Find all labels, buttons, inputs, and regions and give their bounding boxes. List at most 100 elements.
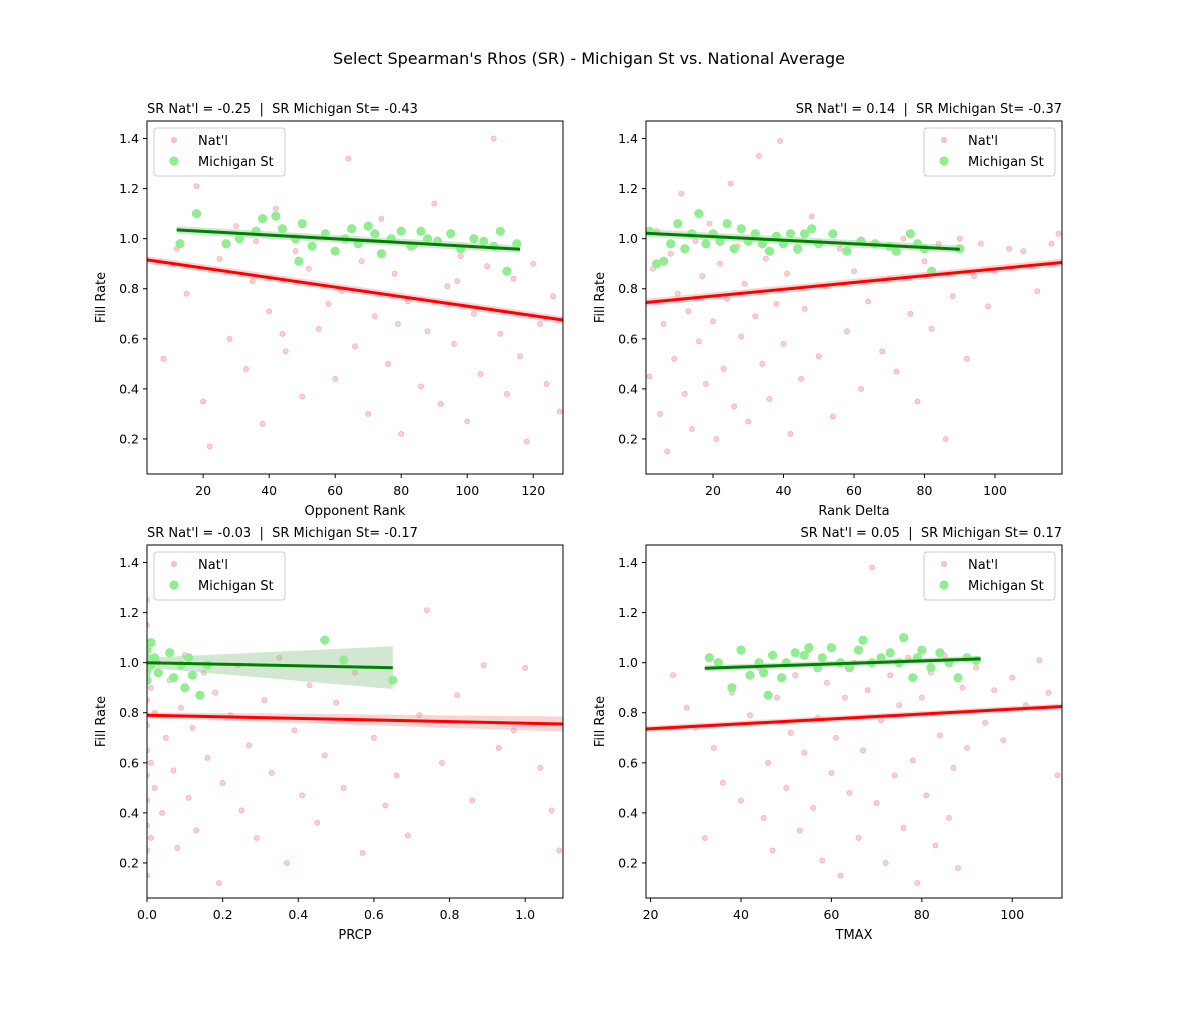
natl-point bbox=[457, 253, 464, 260]
natl-point bbox=[147, 747, 150, 754]
team-point bbox=[150, 653, 160, 663]
natl-point bbox=[741, 280, 748, 287]
natl-point bbox=[1000, 737, 1007, 744]
natl-point bbox=[276, 654, 283, 661]
natl-point bbox=[556, 408, 563, 415]
natl-point bbox=[891, 772, 898, 779]
natl-point bbox=[315, 325, 322, 332]
natl-point bbox=[189, 724, 196, 731]
natl-point bbox=[865, 298, 871, 305]
natl-point bbox=[731, 403, 737, 410]
legend-box bbox=[923, 551, 1056, 601]
team-point bbox=[502, 266, 512, 276]
natl-point bbox=[477, 370, 484, 377]
legend: Nat'l Michigan St bbox=[923, 127, 1056, 177]
x-axis-label: Opponent Rank bbox=[305, 504, 406, 519]
natl-point bbox=[548, 807, 555, 814]
natl-point bbox=[147, 772, 150, 779]
natl-point bbox=[523, 438, 530, 445]
natl-point bbox=[942, 436, 949, 442]
natl-point bbox=[490, 135, 497, 142]
natl-point bbox=[454, 278, 461, 285]
natl-point bbox=[292, 248, 299, 255]
natl-point bbox=[787, 729, 794, 736]
natl-point bbox=[272, 205, 279, 212]
natl-point bbox=[480, 662, 487, 669]
y-tick-label: 0.6 bbox=[618, 755, 638, 770]
natl-point bbox=[365, 410, 372, 417]
x-tick-label: 20 bbox=[195, 483, 211, 498]
axes-frame bbox=[146, 120, 564, 475]
natl-point bbox=[233, 223, 239, 229]
plot-area bbox=[646, 138, 1062, 455]
natl-point bbox=[193, 827, 200, 834]
y-tick-label: 0.8 bbox=[119, 281, 139, 296]
natl-point bbox=[266, 308, 273, 315]
natl-point bbox=[1045, 689, 1052, 696]
natl-point bbox=[431, 200, 438, 207]
natl-point bbox=[985, 303, 991, 310]
legend-natl-marker bbox=[941, 137, 947, 143]
natl-point bbox=[808, 213, 815, 219]
x-tick-label: 60 bbox=[823, 907, 839, 922]
team-point bbox=[680, 244, 690, 254]
natl-point bbox=[949, 293, 956, 300]
legend-natl-marker bbox=[171, 137, 177, 143]
subplot-grid: 20 40 60 80 100 120 0.2 0.4 0.6 0.8 1.0 1.2 1.4 Oppon… bbox=[94, 102, 1063, 943]
x-tick-label: 80 bbox=[914, 907, 930, 922]
natl-point bbox=[358, 258, 365, 265]
team-point bbox=[396, 226, 406, 236]
natl-regression-line bbox=[646, 705, 1062, 731]
natl-point bbox=[345, 155, 352, 162]
natl-point bbox=[556, 847, 563, 854]
y-tick-label: 0.6 bbox=[119, 331, 139, 346]
team-point bbox=[750, 229, 760, 239]
natl-point bbox=[170, 767, 177, 774]
y-tick-label: 0.2 bbox=[618, 431, 638, 446]
natl-point bbox=[497, 330, 504, 337]
natl-point bbox=[503, 390, 510, 397]
team-point bbox=[917, 645, 927, 655]
natl-point bbox=[206, 443, 213, 450]
team-point bbox=[876, 653, 886, 663]
natl-point bbox=[783, 784, 790, 791]
axes-frame bbox=[146, 544, 564, 899]
natl-point bbox=[956, 235, 963, 242]
natl-point bbox=[784, 270, 790, 277]
natl-point bbox=[1054, 772, 1061, 779]
y-tick-label: 0.8 bbox=[618, 705, 638, 720]
team-point bbox=[713, 658, 723, 668]
natl-point bbox=[914, 880, 921, 886]
natl-point bbox=[279, 330, 286, 337]
natl-point bbox=[696, 338, 702, 345]
team-point bbox=[175, 239, 185, 249]
natl-point bbox=[844, 328, 850, 335]
team-point bbox=[363, 221, 373, 231]
natl-point bbox=[681, 390, 688, 397]
team-point bbox=[147, 638, 156, 648]
y-tick-label: 1.0 bbox=[119, 231, 139, 246]
team-point bbox=[764, 246, 775, 256]
x-tick-label: 100 bbox=[1000, 907, 1024, 922]
team-point bbox=[799, 650, 809, 660]
y-tick-label: 0.8 bbox=[119, 705, 139, 720]
team-point bbox=[446, 229, 456, 239]
natl-point bbox=[147, 684, 154, 691]
natl-point bbox=[963, 355, 970, 362]
natl-regression-line bbox=[646, 261, 1062, 304]
natl-point bbox=[1009, 674, 1016, 681]
natl-point bbox=[918, 694, 925, 701]
natl-point bbox=[299, 393, 306, 400]
legend: Nat'l Michigan St bbox=[153, 127, 286, 177]
legend-natl-label: Nat'l bbox=[968, 134, 998, 149]
natl-point bbox=[291, 727, 298, 734]
team-point bbox=[187, 670, 197, 680]
natl-point bbox=[964, 744, 970, 751]
y-tick-label: 1.4 bbox=[618, 555, 638, 570]
team-point bbox=[899, 633, 909, 643]
natl-point bbox=[359, 850, 366, 856]
natl-point bbox=[185, 795, 192, 801]
natl-point bbox=[907, 310, 914, 317]
x-tick-label: 60 bbox=[846, 483, 862, 498]
natl-point bbox=[710, 744, 717, 751]
